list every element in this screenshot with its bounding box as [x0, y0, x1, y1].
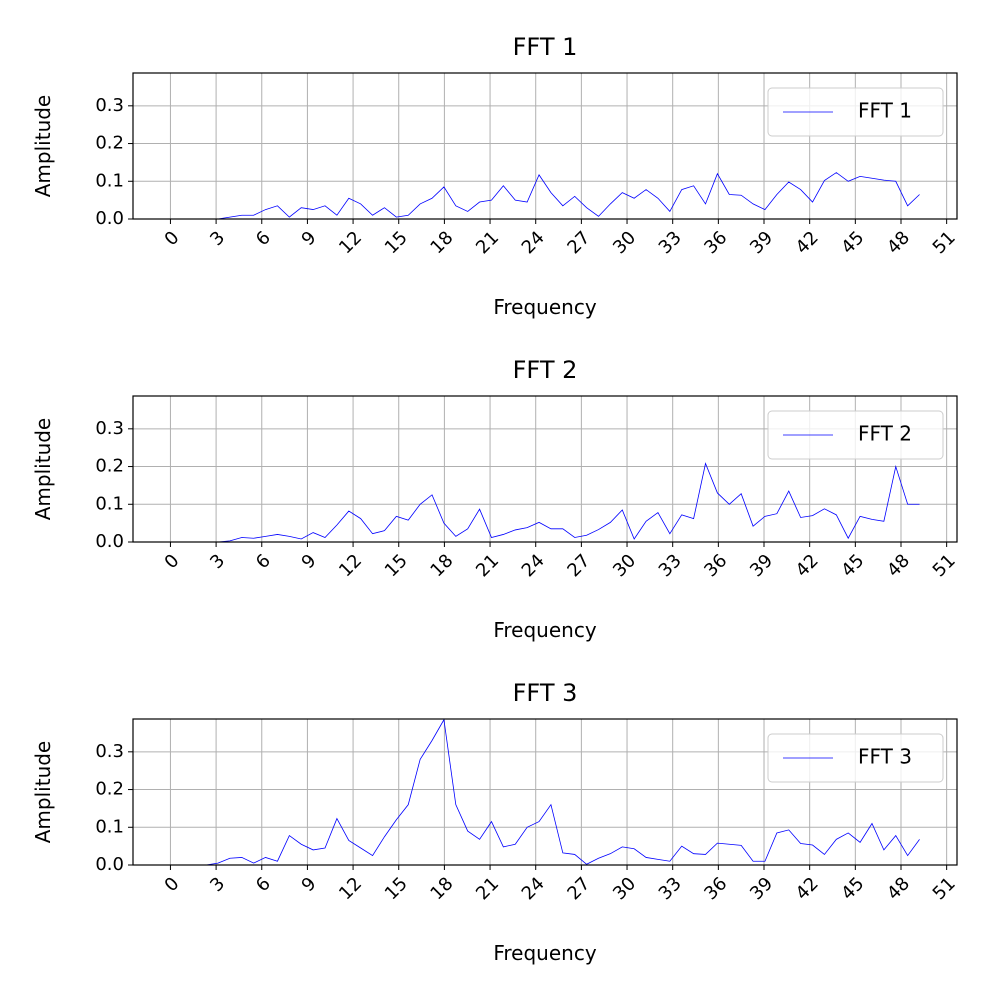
data-line — [170, 172, 920, 220]
legend-label: FFT 2 — [858, 422, 912, 446]
y-tick-label: 0.0 — [95, 854, 124, 875]
legend-box — [767, 87, 944, 137]
y-axis-label: Amplitude — [31, 741, 55, 844]
legend-box — [767, 733, 944, 783]
plot-frame — [132, 72, 958, 220]
y-tick-label: 0.1 — [95, 816, 124, 837]
y-axis-label: Amplitude — [31, 418, 55, 521]
legend-label: FFT 3 — [858, 745, 912, 769]
chart-title: FFT 2 — [513, 356, 578, 384]
data-line — [170, 462, 920, 543]
y-tick-label: 0.3 — [95, 418, 124, 439]
x-axis-label: Frequency — [493, 618, 596, 642]
y-tick-label: 0.2 — [95, 456, 124, 477]
y-tick-label: 0.0 — [95, 208, 124, 229]
plot-frame — [132, 395, 958, 543]
y-tick-label: 0.3 — [95, 95, 124, 116]
x-axis-label: Frequency — [493, 295, 596, 319]
x-axis-label: Frequency — [493, 941, 596, 965]
y-axis-label: Amplitude — [31, 95, 55, 198]
y-tick-label: 0.2 — [95, 133, 124, 154]
y-tick-label: 0.3 — [95, 741, 124, 762]
legend-label: FFT 1 — [858, 99, 912, 123]
data-line — [170, 718, 920, 866]
y-tick-label: 0.1 — [95, 493, 124, 514]
legend-box — [767, 410, 944, 460]
y-tick-label: 0.0 — [95, 531, 124, 552]
chart-title: FFT 1 — [513, 33, 578, 61]
y-tick-label: 0.1 — [95, 170, 124, 191]
plot-frame — [132, 718, 958, 866]
chart-title: FFT 3 — [513, 679, 578, 707]
y-tick-label: 0.2 — [95, 779, 124, 800]
